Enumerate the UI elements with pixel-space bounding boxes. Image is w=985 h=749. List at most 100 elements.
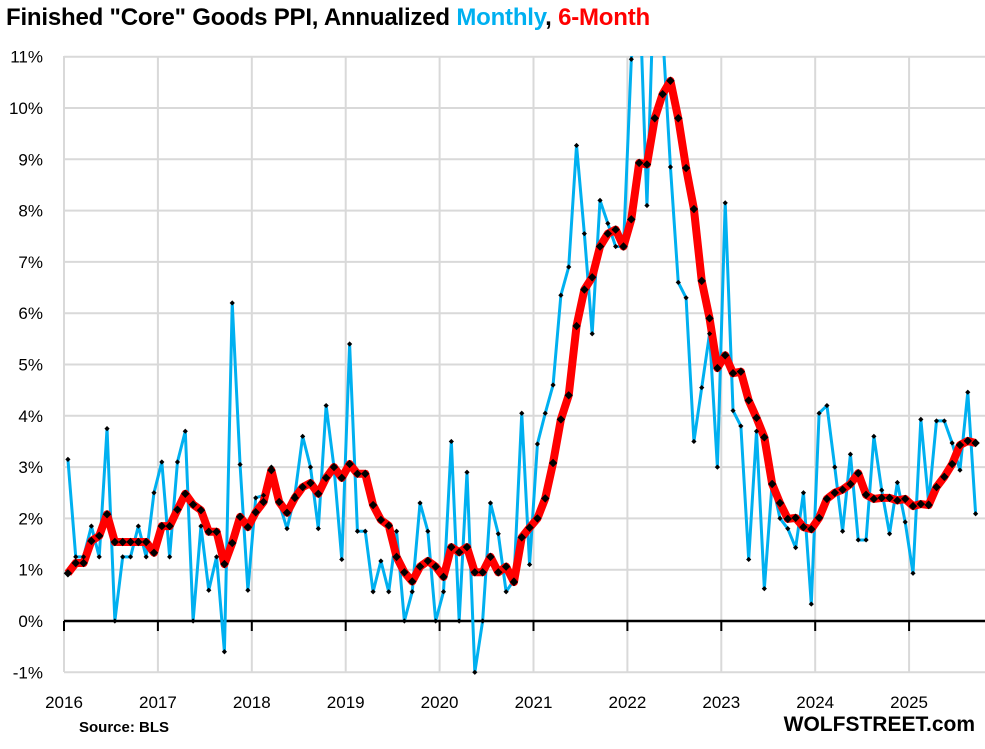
y-tick-label: 0% (18, 612, 43, 631)
monthly-data-point (722, 200, 728, 206)
six-month-data-point (384, 521, 393, 530)
monthly-data-point (433, 618, 439, 624)
monthly-data-point (589, 331, 595, 337)
title-sep: , (545, 4, 559, 31)
monthly-data-point (730, 408, 736, 414)
monthly-data-point (495, 531, 501, 537)
six-month-data-point (619, 242, 628, 251)
six-month-data-point (728, 369, 738, 378)
six-month-data-point (627, 215, 636, 224)
six-month-data-point (940, 472, 949, 482)
monthly-data-point (464, 469, 470, 475)
six-month-data-point (235, 512, 245, 522)
six-month-data-point (548, 458, 558, 468)
six-month-data-point (353, 469, 362, 478)
six-month-data-point (721, 351, 730, 360)
six-month-data-point (838, 485, 847, 494)
six-month-data-point (212, 527, 221, 536)
six-month-data-point (587, 273, 597, 282)
monthly-data-point (448, 438, 454, 445)
six-month-data-point (908, 501, 918, 511)
y-tick-label: 1% (18, 561, 43, 580)
six-month-data-point (165, 521, 174, 531)
x-tick-label: 2017 (139, 693, 177, 712)
six-month-data-point (188, 500, 198, 509)
six-month-data-point (243, 522, 253, 532)
monthly-data-point (135, 523, 141, 529)
six-month-data-point (517, 533, 526, 542)
chart-title: Finished "Core" Goods PPI, Annualized Mo… (6, 4, 650, 32)
six-month-data-point (368, 500, 378, 510)
monthly-data-point (573, 142, 580, 149)
monthly-data-point (785, 526, 791, 532)
monthly-data-point (198, 523, 204, 529)
six-month-data-point (830, 488, 839, 497)
six-month-data-point (501, 562, 511, 571)
monthly-series-line (66, 56, 978, 674)
six-month-data-point (274, 497, 284, 507)
x-tick-label: 2021 (515, 693, 553, 712)
monthly-data-point (871, 433, 877, 439)
six-month-data-point (783, 514, 793, 524)
six-month-data-point (314, 489, 323, 498)
monthly-data-point (699, 384, 705, 391)
six-month-data-point (251, 508, 260, 517)
six-month-data-point (697, 276, 706, 286)
monthly-data-point (323, 402, 329, 409)
monthly-data-point (550, 382, 556, 388)
monthly-data-point (73, 554, 79, 560)
six-month-data-point (494, 568, 503, 577)
monthly-data-point (941, 418, 947, 424)
monthly-data-point (660, 28, 665, 33)
six-month-data-point (71, 558, 80, 568)
monthly-data-point (370, 589, 376, 595)
gridlines (63, 55, 985, 674)
six-month-data-point (955, 440, 965, 450)
monthly-data-point (534, 441, 541, 447)
x-tick-label: 2025 (890, 693, 928, 712)
monthly-data-point (863, 537, 869, 543)
monthly-data-point (487, 500, 494, 506)
monthly-data-point (738, 423, 744, 429)
six-month-data-point (87, 536, 96, 546)
monthly-data-point (879, 487, 885, 493)
y-tick-label: 9% (18, 150, 43, 169)
y-tick-label: -1% (13, 663, 43, 682)
monthly-data-point (597, 197, 603, 203)
six-month-data-point (634, 158, 644, 168)
six-month-data-point (329, 462, 339, 472)
six-month-data-point (869, 494, 879, 504)
monthly-data-point (237, 461, 243, 468)
monthly-data-point (644, 202, 650, 209)
x-tick-label: 2020 (421, 693, 459, 712)
six-month-data-point (259, 497, 268, 507)
monthly-data-point (80, 554, 87, 560)
monthly-data-point (425, 528, 431, 534)
six-month-data-point (361, 469, 370, 478)
six-month-data-point (478, 568, 487, 577)
six-month-data-point (408, 577, 417, 586)
six-month-data-point (228, 538, 237, 548)
six-month-data-point (822, 494, 832, 504)
six-month-data-point (736, 367, 746, 376)
six-month-data-point (807, 524, 816, 534)
y-tick-label: 11% (10, 48, 43, 67)
six-month-data-point (658, 89, 667, 99)
six-month-data-point (893, 496, 902, 505)
monthly-data-point (746, 556, 752, 563)
monthly-data-point (910, 570, 916, 576)
monthly-data-point (526, 561, 533, 568)
monthly-data-point (777, 515, 783, 521)
monthly-data-point (808, 601, 814, 607)
six-month-data-point (603, 229, 613, 238)
six-month-data-point (431, 562, 440, 571)
monthly-data-point (519, 410, 525, 416)
monthly-data-point (159, 459, 165, 465)
monthly-data-point (143, 554, 149, 560)
monthly-data-point (284, 526, 290, 532)
monthly-data-point (761, 586, 767, 592)
x-tick-label: 2019 (327, 693, 365, 712)
six-month-data-point (541, 494, 550, 503)
six-month-data-point (971, 438, 980, 448)
monthly-data-point (300, 433, 306, 439)
